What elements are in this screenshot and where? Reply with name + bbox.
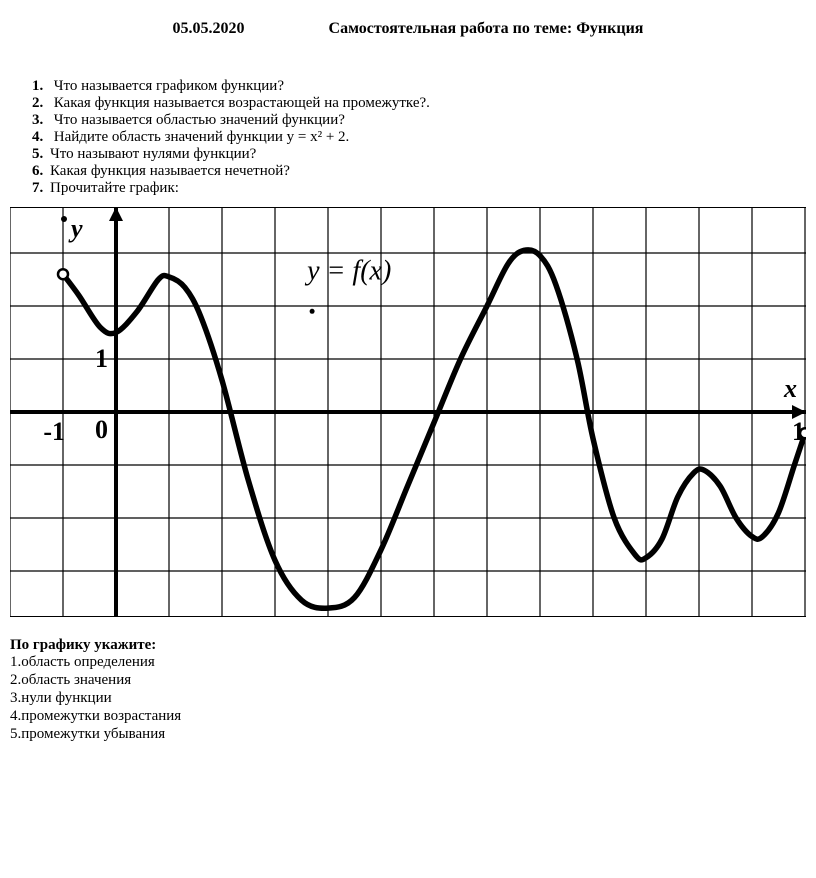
svg-text:1: 1 (95, 344, 108, 373)
question-item: 1. Что называется графиком функции? (32, 78, 806, 95)
sub-item: 3.нули функции (10, 690, 806, 707)
question-item: 4. Найдите область значений функции y = … (32, 129, 806, 146)
sub-question-list: 1.область определения 2.область значения… (10, 654, 806, 743)
svg-text:x: x (783, 374, 797, 403)
svg-text:-1: -1 (43, 417, 65, 446)
question-item: 3. Что называется областью значений функ… (32, 112, 806, 129)
question-item: 7.Прочитайте график: (32, 180, 806, 197)
function-graph: y x 1 0 -1 13 y = f(x) (10, 207, 806, 622)
svg-text:y: y (68, 214, 83, 243)
header-title: Самостоятельная работа по теме: Функция (329, 20, 644, 37)
sub-item: 2.область значения (10, 672, 806, 689)
svg-text:13: 13 (792, 417, 806, 446)
sub-item: 4.промежутки возрастания (10, 708, 806, 725)
question-item: 5.Что называют нулями функции? (32, 146, 806, 163)
sub-item: 1.область определения (10, 654, 806, 671)
page-header: 05.05.2020 Самостоятельная работа по тем… (10, 20, 806, 38)
graph-svg: y x 1 0 -1 13 y = f(x) (10, 207, 806, 617)
svg-text:0: 0 (95, 415, 108, 444)
sub-question-title: По графику укажите: (10, 637, 806, 654)
question-item: 2. Какая функция называется возрастающей… (32, 95, 806, 112)
header-date: 05.05.2020 (173, 20, 245, 38)
question-list: 1. Что называется графиком функции? 2. К… (10, 78, 806, 197)
question-item: 6.Какая функция называется нечетной? (32, 163, 806, 180)
svg-text:y = f(x): y = f(x) (304, 256, 391, 287)
sub-item: 5.промежутки убывания (10, 726, 806, 743)
